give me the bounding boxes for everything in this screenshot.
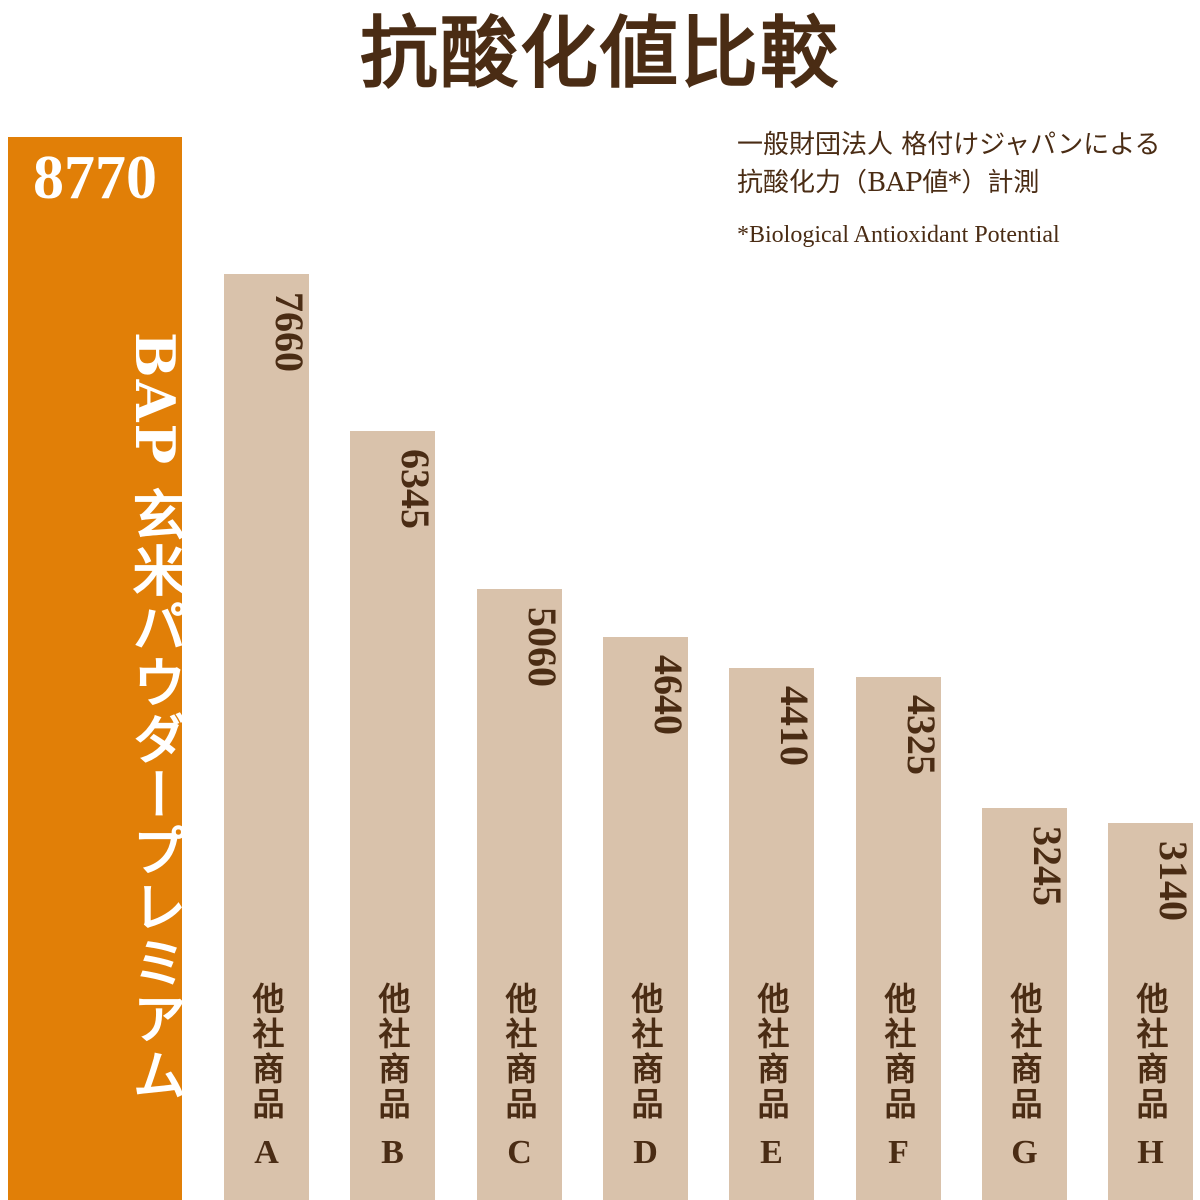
bar-value: 4325	[899, 695, 944, 775]
bar-label: 他社商品 E	[752, 982, 791, 1171]
bar-label: 他社商品 A	[247, 982, 286, 1171]
bar-value: 7660	[267, 292, 312, 372]
bar-product-h: 3140 他社商品 H	[1108, 823, 1196, 1200]
bar-value: 3245	[1025, 826, 1070, 906]
bar-value: 4640	[646, 655, 691, 735]
note-line-2: 抗酸化力（BAP値*）計測	[737, 168, 1040, 198]
note-footnote: *Biological Antioxidant Potential	[737, 222, 1060, 248]
bar-label: 他社商品 F	[879, 982, 918, 1171]
bar-product-name: BAP 玄米パウダープレミアム	[123, 331, 187, 1103]
bar-label: 他社商品 C	[500, 982, 539, 1171]
measurement-note: 一般財団法人 格付けジャパンによる 抗酸化力（BAP値*）計測 *Biologi…	[737, 126, 1161, 254]
bar-bap-premium: 8770 BAP 玄米パウダープレミアム	[8, 137, 187, 1200]
bar-label: 他社商品 H	[1131, 982, 1170, 1171]
bar-product-e: 4410 他社商品 E	[729, 668, 817, 1200]
bar-label: 他社商品 G	[1005, 982, 1044, 1171]
bar-product-a: 7660 他社商品 A	[224, 274, 312, 1200]
bar-product-b: 6345 他社商品 B	[350, 431, 438, 1200]
bar-label: 他社商品 D	[626, 982, 665, 1171]
bar-value: 6345	[393, 449, 438, 529]
bar-value: 8770	[33, 144, 157, 212]
bar-product-g: 3245 他社商品 G	[982, 808, 1070, 1200]
chart-title: 抗酸化値比較	[359, 8, 840, 99]
note-line-1: 一般財団法人 格付けジャパンによる	[737, 130, 1161, 160]
bar-product-d: 4640 他社商品 D	[603, 637, 691, 1200]
bar-value: 3140	[1151, 841, 1196, 921]
bar-product-c: 5060 他社商品 C	[477, 589, 565, 1200]
bar-product-f: 4325 他社商品 F	[856, 677, 944, 1200]
bar-label: 他社商品 B	[373, 982, 412, 1171]
bar-value: 4410	[772, 686, 817, 766]
bar-value: 5060	[520, 607, 565, 687]
